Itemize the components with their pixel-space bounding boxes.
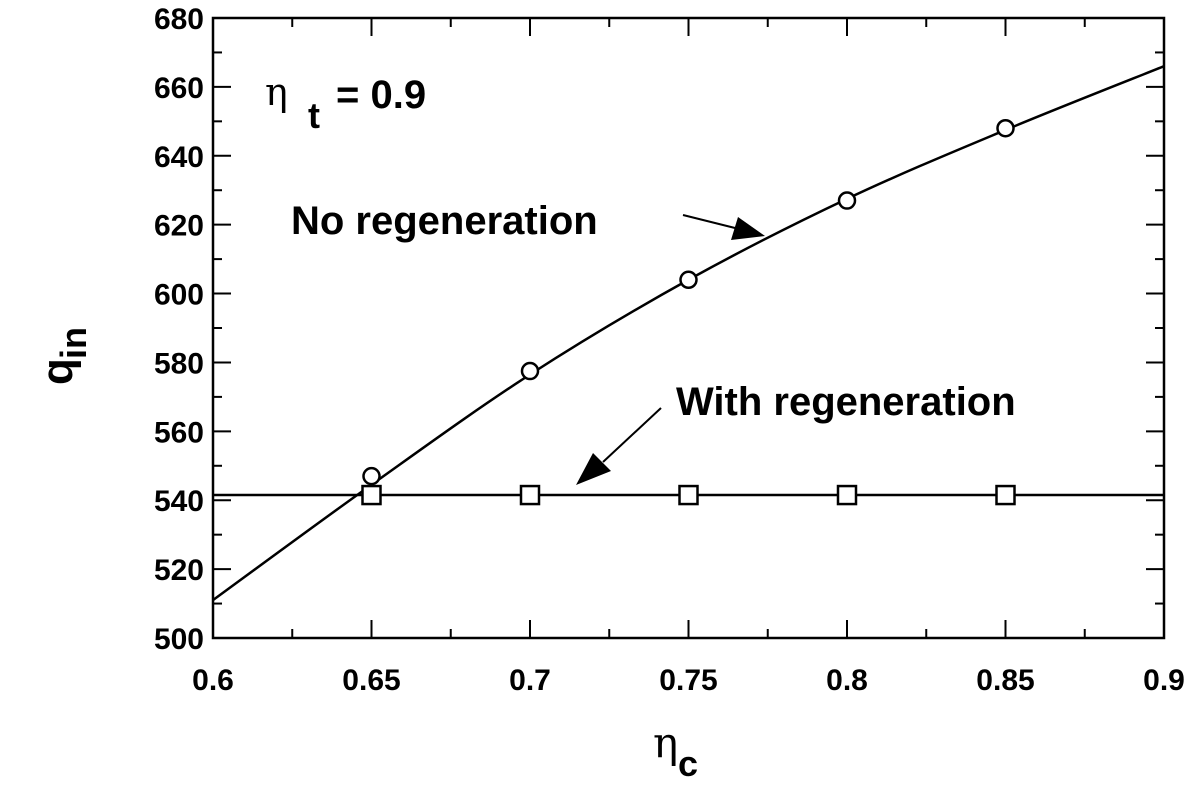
x-axis-symbol: η (653, 718, 678, 767)
data-point-square (678, 484, 699, 506)
eta-t-symbol: η (265, 70, 288, 114)
data-point-square (361, 484, 382, 506)
x-tick-labels: 0.6 0.65 0.7 0.75 0.8 0.85 0.9 (192, 664, 1185, 697)
y-tick-label: 580 (154, 347, 204, 380)
data-point-square (836, 484, 858, 506)
data-point-circle (520, 361, 540, 381)
data-point-circle (837, 191, 857, 210)
data-point-circle (679, 270, 698, 290)
eta-t-annotation: η t = 0.9 (265, 70, 426, 136)
y-tick-label: 520 (154, 554, 204, 587)
arrow-head (576, 453, 611, 485)
y-tick-label: 600 (154, 279, 204, 312)
x-tick-label: 0.6 (192, 664, 234, 697)
x-tick-label: 0.9 (1143, 664, 1185, 697)
data-point-square (995, 484, 1016, 506)
with-regeneration-arrow (576, 407, 662, 485)
eta-t-subscript: t (308, 95, 320, 136)
x-tick-label: 0.65 (342, 664, 400, 697)
series-markers (361, 118, 1016, 506)
data-point-circle (996, 118, 1015, 138)
x-tick-label: 0.7 (509, 664, 551, 697)
x-axis-subscript: c (678, 743, 698, 784)
y-tick-label: 680 (154, 3, 204, 36)
y-axis-title: q in (33, 327, 94, 385)
series-line (212, 65, 1165, 602)
eta-t-value: = 0.9 (336, 73, 426, 117)
arrow-head (731, 217, 765, 240)
no-regeneration-arrow (682, 214, 765, 240)
with-regeneration-label: With regeneration (676, 380, 1016, 424)
x-tick-label: 0.85 (976, 664, 1034, 697)
no-regeneration-label: No regeneration (291, 199, 598, 243)
y-tick-label: 500 (154, 623, 204, 656)
y-tick-label: 540 (154, 485, 204, 518)
y-tick-labels: 500 520 540 560 580 600 620 640 660 680 (154, 3, 204, 656)
y-tick-label: 660 (154, 72, 204, 105)
y-axis-subscript: in (53, 327, 94, 359)
x-tick-label: 0.75 (659, 664, 717, 697)
x-axis-title: η c (653, 718, 698, 784)
data-point-circle (362, 466, 381, 486)
y-tick-label: 620 (154, 210, 204, 243)
y-axis-symbol: q (33, 358, 82, 385)
x-tick-label: 0.8 (826, 664, 868, 697)
series-lines (212, 65, 1165, 602)
y-tick-label: 560 (154, 416, 204, 449)
ticks (212, 17, 1165, 639)
data-point-square (519, 484, 541, 506)
y-tick-label: 640 (154, 141, 204, 174)
